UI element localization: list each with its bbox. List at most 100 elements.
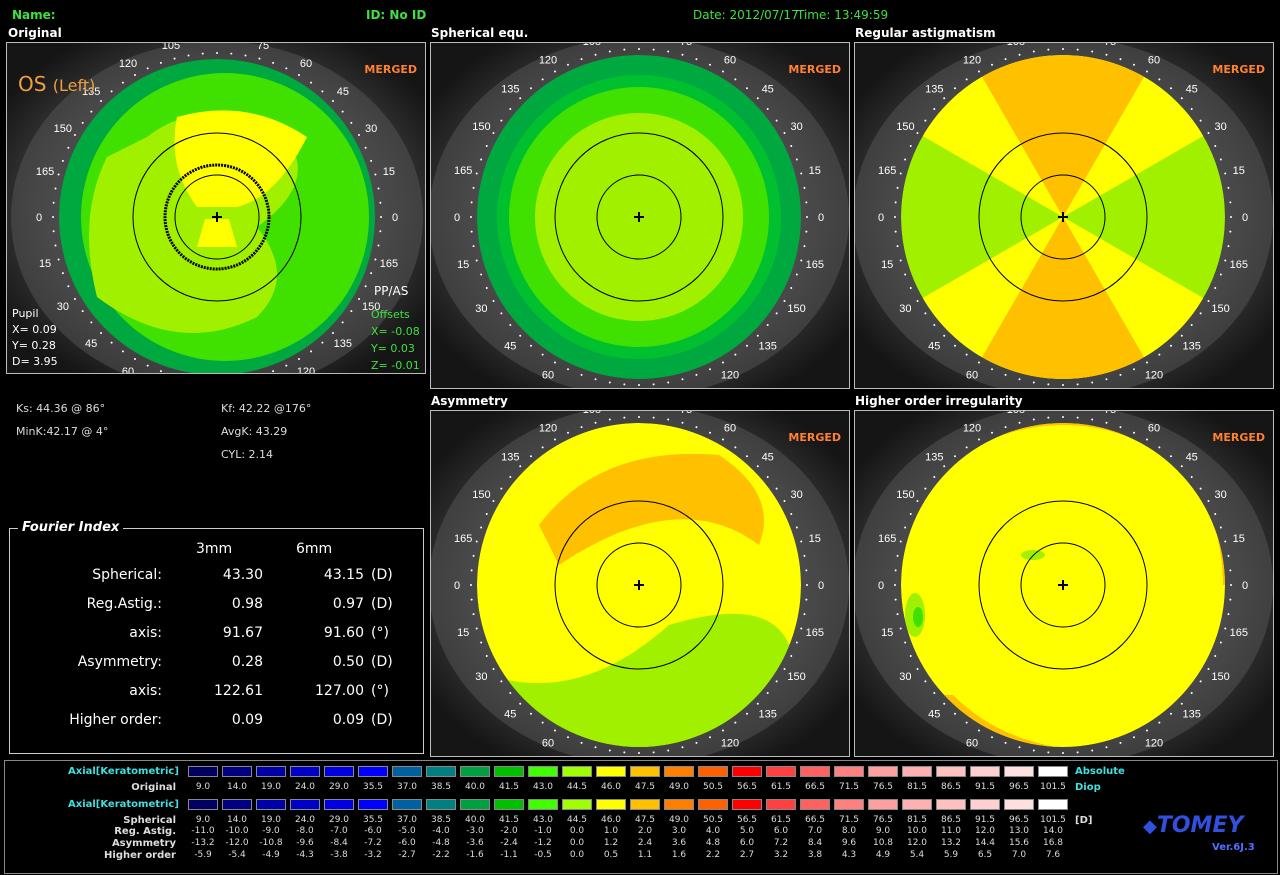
axis-tick [485,654,488,657]
axis-tick [1190,691,1193,694]
offsets-label: Offsets [371,308,410,321]
axis-tick [1169,455,1172,458]
axis-label: 120 [539,422,557,434]
axis-tick [667,50,670,53]
axis-tick [1227,613,1230,616]
axis-label: 165 [806,259,824,271]
fourier-row-3mm: 122.61 [214,683,263,699]
axis-label: 0 [36,212,42,224]
legend-value: 0.5 [603,850,619,860]
legend-value: 15.6 [1008,838,1030,848]
map-panel-original[interactable]: 0153045607590105120135150165015304560759… [6,42,426,374]
legend-swatch [596,799,626,810]
axis-tick [1105,378,1108,381]
axis-label: 0 [454,212,460,224]
axis-label: 30 [899,671,911,683]
axis-tick [954,344,957,347]
axis-label: 15 [39,258,51,270]
axis-tick [310,81,313,84]
legend-value: 12.0 [906,838,928,848]
legend-value: 46.0 [600,782,622,792]
map-panel-higher[interactable]: 0153045607590105120135150165015304560759… [854,410,1274,757]
legend-value: -2.4 [500,838,518,848]
axis-tick [790,286,793,289]
axis-tick [470,216,472,218]
legend-value: 13.2 [940,838,962,848]
legend-value: 7.0 [1011,850,1027,860]
axis-label: 0 [878,580,884,592]
legend-value: 8.4 [807,838,823,848]
axis-tick [608,50,611,53]
axis-tick [1032,418,1035,421]
legend-value: 2.7 [739,850,755,860]
axis-label: 105 [583,411,601,416]
legend-swatch [664,766,694,777]
legend-value: 81.5 [906,782,928,792]
axis-tick [567,368,570,371]
axis-label: 30 [1214,489,1226,501]
legend-value: 2.4 [637,838,653,848]
axis-tick [54,244,57,247]
axis-tick [904,158,907,161]
axis-label: 45 [1186,83,1198,95]
axis-tick [472,186,475,189]
legend-swatch [596,766,626,777]
legend-swatch [936,799,966,810]
axis-label: 45 [504,709,516,721]
fourier-row-6mm: 127.00 [315,683,364,699]
legend-value: 81.5 [906,815,928,825]
axis-tick [1119,741,1122,744]
axis-tick [298,73,300,76]
axis-tick [1146,70,1148,73]
legend-value: 14.0 [226,782,248,792]
axis-tick [638,384,640,386]
fourier-row-name: Reg.Astig.: [86,596,162,612]
fourier-row-name: Higher order: [69,712,162,728]
legend-swatch [970,799,1000,810]
axis-tick [567,736,570,739]
legend-value: 2.2 [705,850,721,860]
axis-label: 135 [759,341,777,353]
axis-tick [756,702,759,705]
legend-axial-label-1: Axial[Keratometric] [68,766,179,777]
legend-value: 40.0 [464,782,486,792]
legend-value: 47.5 [634,782,656,792]
axis-tick [67,146,70,149]
axis-label: 135 [501,83,519,95]
axis-tick [790,145,793,148]
axis-tick [54,187,57,190]
axis-tick [492,132,495,134]
legend-value: 0.0 [569,850,585,860]
axis-tick [1004,741,1007,744]
axis-tick [608,418,611,421]
axis-tick [795,526,798,529]
map-panel-spherical[interactable]: 0153045607590105120135150165015304560759… [430,42,850,389]
legend-value: 3.6 [671,838,687,848]
axis-tick [681,53,684,56]
legend-value: 7.2 [773,838,789,848]
axis-tick [370,272,373,275]
legend-value: 66.5 [804,782,826,792]
fourier-row-unit: (D) [371,596,393,612]
time-label: Time: 13:49:59 [797,8,889,22]
map-panel-asymmetry[interactable]: 0153045607590105120135150165015304560759… [430,410,850,757]
legend-value: 24.0 [294,782,316,792]
legend-value: 76.5 [872,815,894,825]
legend-value: 43.0 [532,815,554,825]
legend-value: 13.0 [1008,826,1030,836]
legend-value: 35.5 [362,815,384,825]
fourier-row-unit: (°) [371,683,389,699]
axis-tick [681,746,684,749]
axis-tick [623,48,626,51]
ring-3mm [596,542,682,628]
axis-tick [1219,158,1222,161]
legend-value: -8.0 [296,826,314,836]
axis-tick [1199,680,1202,683]
axis-tick [52,230,55,233]
pupil-block: Pupil X= 0.09 Y= 0.28 D= 3.95 [12,306,58,370]
axis-tick [377,187,380,190]
merged-badge: MERGED [788,431,841,444]
axis-label: 15 [383,166,395,178]
axis-tick [916,132,919,134]
map-panel-regular[interactable]: 0153045607590105120135150165015304560759… [854,42,1274,389]
